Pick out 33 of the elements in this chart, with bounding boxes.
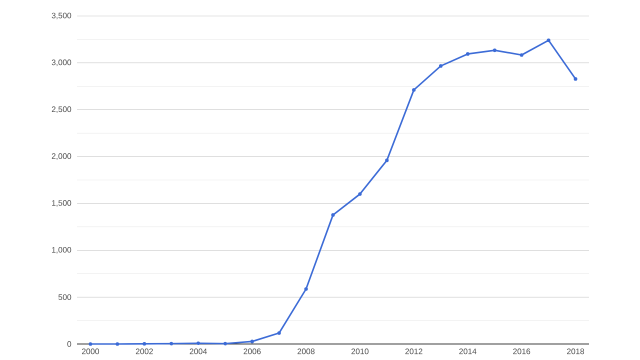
x-tick-label: 2010 — [351, 348, 369, 354]
x-tick-label: 2014 — [459, 348, 476, 354]
point — [466, 52, 470, 56]
x-tick-label: 2006 — [244, 348, 261, 354]
point — [546, 38, 550, 42]
x-tick-label: 2016 — [513, 348, 530, 354]
point — [116, 342, 120, 346]
y-tick-label: 3,000 — [52, 60, 72, 66]
y-tick-label: 0 — [67, 341, 72, 347]
y-tick-label: 2,500 — [52, 106, 72, 114]
y-tick-label: 3,500 — [52, 12, 72, 20]
y-tick-label: 2,000 — [52, 153, 72, 160]
y-tick-label: 1,000 — [52, 246, 72, 254]
point — [277, 331, 281, 335]
point — [250, 340, 254, 344]
x-tick-label: 2008 — [298, 348, 315, 354]
point — [196, 341, 200, 346]
x-tick-label: 2018 — [567, 348, 584, 354]
point — [385, 158, 389, 162]
x-tick-label: 2000 — [82, 348, 100, 354]
point — [412, 88, 416, 92]
point — [304, 287, 308, 291]
point — [331, 213, 335, 217]
point — [358, 192, 362, 196]
point — [492, 48, 496, 52]
x-tick-label: 2002 — [136, 348, 153, 354]
point — [520, 53, 524, 57]
y-tick-label: 1,500 — [52, 200, 72, 207]
x-tick-label: 2012 — [405, 348, 422, 354]
point — [142, 342, 146, 346]
y-tick-label: 500 — [58, 294, 72, 300]
point — [223, 342, 228, 346]
x-tick-label: 2004 — [190, 348, 207, 354]
